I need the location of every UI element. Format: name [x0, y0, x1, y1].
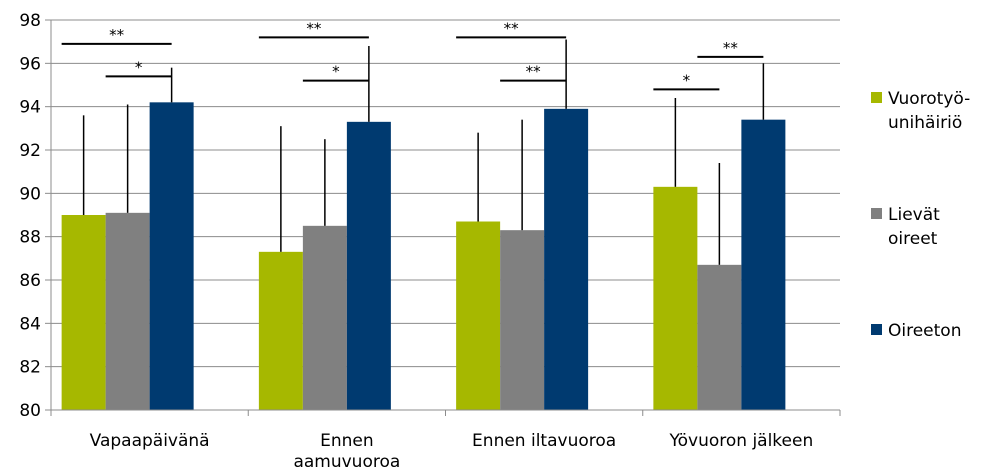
significance-label: **	[109, 26, 125, 44]
significance-label: **	[306, 19, 322, 37]
y-tick-label: 88	[19, 228, 41, 248]
legend-label: Lievät oireet	[888, 205, 940, 249]
significance-label: **	[526, 63, 542, 81]
y-tick-label: 90	[19, 184, 41, 204]
bar	[105, 212, 150, 410]
y-tick-label: 82	[19, 358, 41, 378]
legend-swatch	[871, 92, 882, 103]
bar	[697, 264, 742, 410]
legend-label-line: Vuorotyö-	[888, 89, 970, 109]
legend-label-line: oireet	[888, 229, 938, 249]
y-tick-label: 80	[19, 401, 41, 421]
error-bars	[82, 39, 765, 265]
x-category-label: Ennen iltavuoroa	[472, 431, 616, 451]
legend-label: Oireeton	[888, 321, 961, 341]
x-category-label: Vapaapäivänä	[90, 431, 210, 451]
bar	[741, 119, 786, 411]
legend-label: Vuorotyö-unihäiriö	[888, 89, 970, 133]
legend-label-line: unihäiriö	[888, 113, 962, 133]
bar	[302, 225, 347, 410]
bar	[653, 186, 698, 410]
bar	[61, 215, 106, 410]
bar	[456, 221, 501, 410]
y-tick-label: 92	[19, 141, 41, 161]
legend-label-line: Oireeton	[888, 321, 961, 341]
bar	[500, 230, 545, 410]
axes: 80 82 84 86 88 90 92 94 96 98 Vapaapäivänä Ennen aam…	[19, 11, 841, 472]
bars	[61, 102, 786, 411]
significance-brackets: ********** ***	[61, 19, 764, 91]
x-category-label-line: Ennen	[320, 431, 374, 451]
y-tick-label: 94	[19, 98, 41, 118]
x-category-label-line: Vapaapäivänä	[90, 431, 210, 451]
x-category-label: Ennen aamuvuoroa	[293, 431, 400, 472]
y-tick-label: 86	[19, 271, 41, 291]
x-category-label: Yövuoron jälkeen	[668, 431, 813, 451]
x-category-label-line: aamuvuoroa	[293, 452, 400, 472]
significance-label: **	[504, 19, 520, 37]
y-tick-label: 98	[19, 11, 41, 31]
significance-label: **	[723, 39, 739, 57]
y-tick-label: 84	[19, 314, 41, 334]
bar	[346, 121, 391, 410]
legend-label-line: Lievät	[888, 205, 940, 225]
y-tick-label: 96	[19, 54, 41, 74]
legend-swatch	[871, 208, 882, 219]
significance-label: *	[332, 63, 340, 81]
legend: Vuorotyö-unihäiriö Lievät oireet Oireeton	[871, 89, 970, 341]
significance-label: *	[135, 58, 143, 76]
x-category-label-line: Ennen iltavuoroa	[472, 431, 616, 451]
bar	[544, 108, 589, 410]
bar	[258, 251, 303, 410]
legend-swatch	[871, 324, 882, 335]
significance-label: *	[683, 71, 691, 89]
x-category-label-line: Yövuoron jälkeen	[668, 431, 813, 451]
bar	[149, 102, 194, 410]
